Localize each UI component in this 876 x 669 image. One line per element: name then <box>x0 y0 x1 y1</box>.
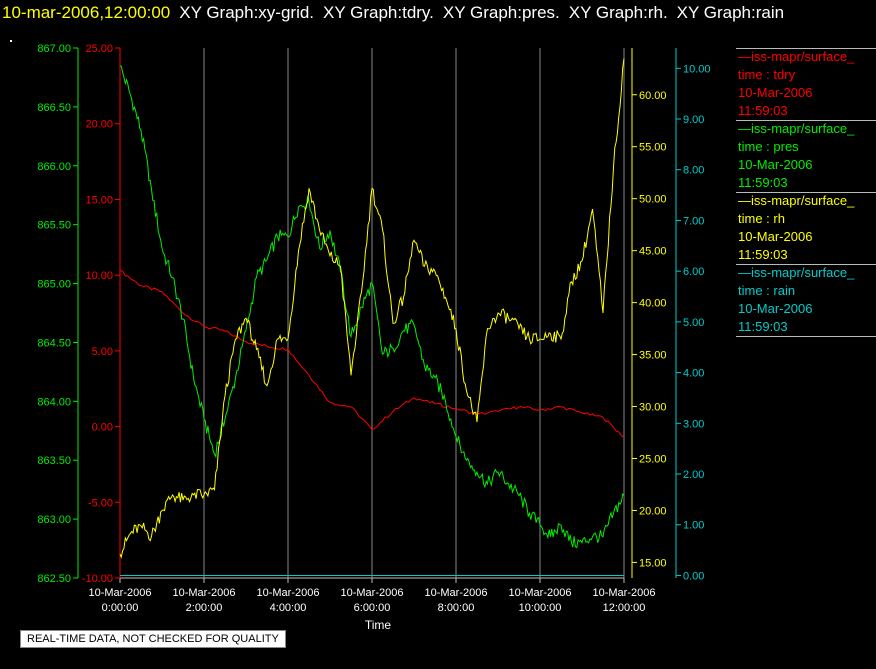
series-line-pres <box>119 65 625 549</box>
rh-tick-label: 15.00 <box>639 557 667 569</box>
legend-divider <box>736 192 876 193</box>
x-axis-label: Time <box>365 618 392 632</box>
legend-entry-rh: —iss-mapr/surface_ time : rh 10-Mar-2006… <box>736 192 876 264</box>
legend-variable: time : pres <box>738 139 799 154</box>
graph-title-grid: XY Graph:xy-grid. <box>179 3 315 22</box>
rh-tick-label: 40.00 <box>639 298 667 310</box>
legend-time: 11:59:03 <box>738 247 788 262</box>
legend-entry-rain: —iss-mapr/surface_ time : rain 10-Mar-20… <box>736 264 876 337</box>
quality-disclaimer: REAL-TIME DATA, NOT CHECKED FOR QUALITY <box>20 630 286 648</box>
tdry-tick-label: 20.00 <box>85 119 113 131</box>
marker-dot <box>10 40 12 42</box>
rh-tick-label: 20.00 <box>639 505 667 517</box>
graph-title-rh: XY Graph:rh. <box>568 3 668 22</box>
x-tick-label-date: 10-Mar-2006 <box>509 587 572 599</box>
legend-entry-pres: —iss-mapr/surface_ time : pres 10-Mar-20… <box>736 120 876 192</box>
series-line-rh <box>119 58 625 559</box>
pres-tick-label: 863.50 <box>37 455 71 467</box>
legend-entry-tdry: —iss-mapr/surface_ time : tdry 10-Mar-20… <box>736 48 876 120</box>
legend-variable: time : tdry <box>738 67 796 82</box>
legend-date: 10-Mar-2006 <box>738 229 813 244</box>
rh-tick-label: 30.00 <box>639 402 667 414</box>
graph-title-pres: XY Graph:pres. <box>442 3 560 22</box>
tdry-tick-label: 25.00 <box>85 43 113 55</box>
timestamp: 10-mar-2006,12:00:00 <box>2 3 171 22</box>
legend-source: —iss-mapr/surface_ <box>738 121 855 136</box>
rh-tick-label: 55.00 <box>639 142 667 154</box>
pres-tick-label: 864.50 <box>37 337 71 349</box>
legend-variable: time : rain <box>738 283 796 298</box>
pres-tick-label: 864.00 <box>37 396 71 408</box>
rain-tick-label: 1.00 <box>683 520 704 532</box>
rh-tick-label: 60.00 <box>639 90 667 102</box>
legend-variable: time : rh <box>738 211 785 226</box>
tdry-tick-label: 5.00 <box>92 346 113 358</box>
tdry-tick-label: 15.00 <box>85 194 113 206</box>
rh-tick-label: 45.00 <box>639 246 667 258</box>
series-line-tdry <box>119 270 625 438</box>
tdry-tick-label: -5.00 <box>88 497 113 509</box>
pres-tick-label: 865.50 <box>37 220 71 232</box>
rain-tick-label: 10.00 <box>683 63 711 75</box>
tdry-tick-label: 10.00 <box>85 270 113 282</box>
pres-tick-label: 867.00 <box>37 43 71 55</box>
legend-time: 11:59:03 <box>738 319 788 334</box>
pres-tick-label: 865.00 <box>37 279 71 291</box>
graph-title-tdry: XY Graph:tdry. <box>323 3 434 22</box>
rain-tick-label: 5.00 <box>683 317 704 329</box>
rh-tick-label: 25.00 <box>639 453 667 465</box>
x-tick-label-date: 10-Mar-2006 <box>257 587 320 599</box>
legend-divider <box>736 264 876 265</box>
legend-time: 11:59:03 <box>738 103 788 118</box>
rh-tick-label: 35.00 <box>639 350 667 362</box>
x-tick-label-date: 10-Mar-2006 <box>593 587 656 599</box>
x-tick-label-time: 4:00:00 <box>270 602 307 614</box>
legend-divider <box>736 48 876 49</box>
rain-tick-label: 4.00 <box>683 368 704 380</box>
legend-source: —iss-mapr/surface_ <box>738 49 855 64</box>
legend-divider <box>736 120 876 121</box>
legend-date: 10-Mar-2006 <box>738 157 813 172</box>
legend-source: —iss-mapr/surface_ <box>738 193 855 208</box>
pres-tick-label: 863.00 <box>37 514 71 526</box>
rain-tick-label: 2.00 <box>683 469 704 481</box>
x-tick-label-time: 2:00:00 <box>186 602 223 614</box>
x-tick-label-date: 10-Mar-2006 <box>173 587 236 599</box>
x-tick-label-date: 10-Mar-2006 <box>425 587 488 599</box>
rain-tick-label: 0.00 <box>683 570 704 582</box>
x-tick-label-date: 10-Mar-2006 <box>341 587 404 599</box>
x-tick-label-time: 12:00:00 <box>603 602 646 614</box>
pres-tick-label: 866.00 <box>37 161 71 173</box>
x-tick-label-time: 0:00:00 <box>102 602 139 614</box>
x-tick-label-date: 10-Mar-2006 <box>89 587 152 599</box>
rain-tick-label: 6.00 <box>683 266 704 278</box>
x-tick-label-time: 6:00:00 <box>354 602 391 614</box>
tdry-tick-label: -10.00 <box>82 573 113 585</box>
rain-tick-label: 9.00 <box>683 114 704 126</box>
rain-tick-label: 7.00 <box>683 215 704 227</box>
legend-date: 10-Mar-2006 <box>738 301 813 316</box>
rain-tick-label: 3.00 <box>683 418 704 430</box>
pres-tick-label: 866.50 <box>37 102 71 114</box>
graph-title-rain: XY Graph:rain <box>676 3 785 22</box>
pres-tick-label: 862.50 <box>37 573 71 585</box>
legend-source: —iss-mapr/surface_ <box>738 265 855 280</box>
title-bar: 10-mar-2006,12:00:00 XY Graph:xy-grid. XY … <box>0 0 876 26</box>
legend-date: 10-Mar-2006 <box>738 85 813 100</box>
legend-time: 11:59:03 <box>738 175 788 190</box>
legend-divider <box>736 336 876 337</box>
rh-tick-label: 50.00 <box>639 194 667 206</box>
x-tick-label-time: 8:00:00 <box>438 602 475 614</box>
x-tick-label-time: 10:00:00 <box>519 602 562 614</box>
rain-tick-label: 8.00 <box>683 165 704 177</box>
tdry-tick-label: 0.00 <box>92 422 113 434</box>
